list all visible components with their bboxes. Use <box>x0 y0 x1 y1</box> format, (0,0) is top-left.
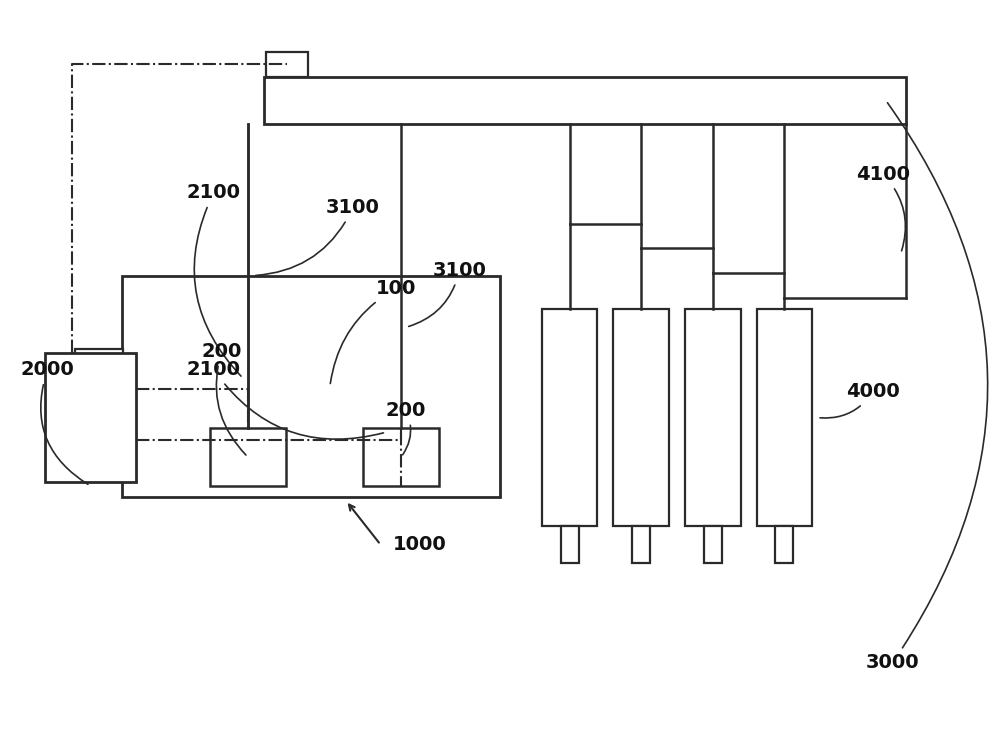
Text: 3100: 3100 <box>256 198 380 276</box>
Bar <box>775 526 793 563</box>
Bar <box>266 52 308 77</box>
Bar <box>264 77 906 125</box>
Text: 2100: 2100 <box>187 360 383 439</box>
Text: 200: 200 <box>202 342 246 455</box>
Text: 3100: 3100 <box>409 261 486 326</box>
Text: 3000: 3000 <box>866 103 988 672</box>
Bar <box>685 309 741 526</box>
Bar <box>542 309 597 526</box>
Bar <box>757 309 812 526</box>
Bar <box>363 428 439 486</box>
Bar <box>75 349 123 405</box>
Text: 2100: 2100 <box>187 184 241 376</box>
Bar <box>122 276 500 497</box>
Bar <box>704 526 722 563</box>
Bar <box>45 353 136 482</box>
Text: 2000: 2000 <box>21 360 88 484</box>
Bar <box>613 309 669 526</box>
Bar <box>632 526 650 563</box>
Bar <box>561 526 579 563</box>
Text: 1000: 1000 <box>393 535 446 554</box>
Text: 4100: 4100 <box>856 165 910 251</box>
Text: 200: 200 <box>386 400 426 455</box>
Text: 100: 100 <box>330 279 416 383</box>
Bar <box>210 428 286 486</box>
Text: 4000: 4000 <box>820 383 900 418</box>
